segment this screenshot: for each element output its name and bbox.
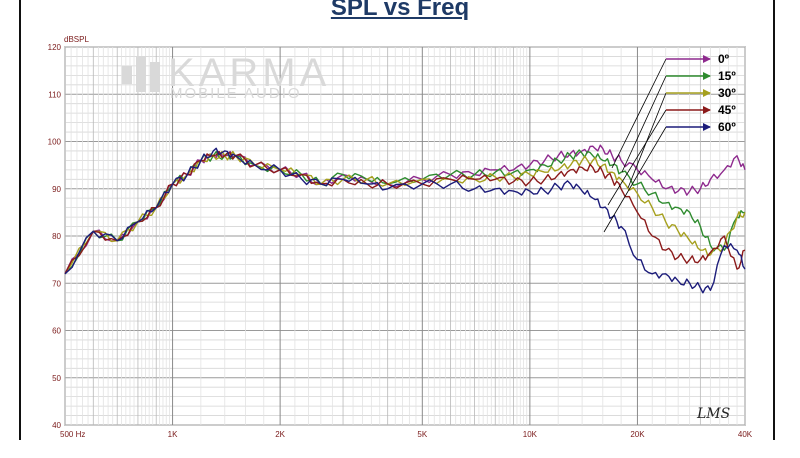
watermark-sub: MOBILE AUDIO [170,85,302,102]
left-frame-line [19,0,21,440]
legend-label: 60º [718,120,736,134]
grid [64,46,746,426]
y-tick-label: 100 [48,138,62,147]
chart-title: SPL vs Freq [330,0,470,21]
x-tick-label: 500 Hz [60,430,85,439]
karma-logo-icon [122,56,160,92]
y-tick-label: 70 [52,279,61,288]
watermark-brand: KARMA [168,51,330,95]
y-tick-label: 50 [52,374,61,383]
y-tick-label: 80 [52,232,61,241]
legend-label: 15º [718,69,736,83]
y-ticks: 120 110 100 90 80 70 60 50 40 [48,43,62,430]
legend-label: 45º [718,103,736,117]
y-tick-label: 120 [48,43,62,52]
x-ticks: 500 Hz 1K 2K 5K 10K 20K 40K [60,430,753,439]
x-tick-label: 20K [630,430,645,439]
right-frame-line [773,0,775,440]
x-tick-label: 40K [738,430,753,439]
legend-pointer-line [607,109,667,206]
x-tick-label: 2K [275,430,285,439]
series-line-3 [64,150,746,275]
x-tick-label: 5K [417,430,427,439]
legend-pointer-line [603,126,667,233]
y-tick-label: 90 [52,185,61,194]
legend-label: 0º [718,52,730,66]
lms-signature: LMS [696,406,730,422]
legend: 0º 15º 30º 45º 60º [603,52,736,233]
x-tick-label: 10K [523,430,538,439]
y-tick-label: 60 [52,327,61,336]
legend-pointer-line [611,58,667,169]
x-tick-label: 1K [168,430,178,439]
y-tick-label: 110 [48,90,61,99]
y-axis-label: dBSPL [64,35,89,44]
legend-pointer-line [621,75,667,173]
series [64,144,746,294]
y-tick-label: 40 [52,421,61,430]
series-line-4 [64,150,746,275]
series-line-1 [64,144,746,275]
watermark: KARMA MOBILE AUDIO [122,51,330,102]
series-line-5 [64,147,746,294]
legend-label: 30º [718,86,736,100]
